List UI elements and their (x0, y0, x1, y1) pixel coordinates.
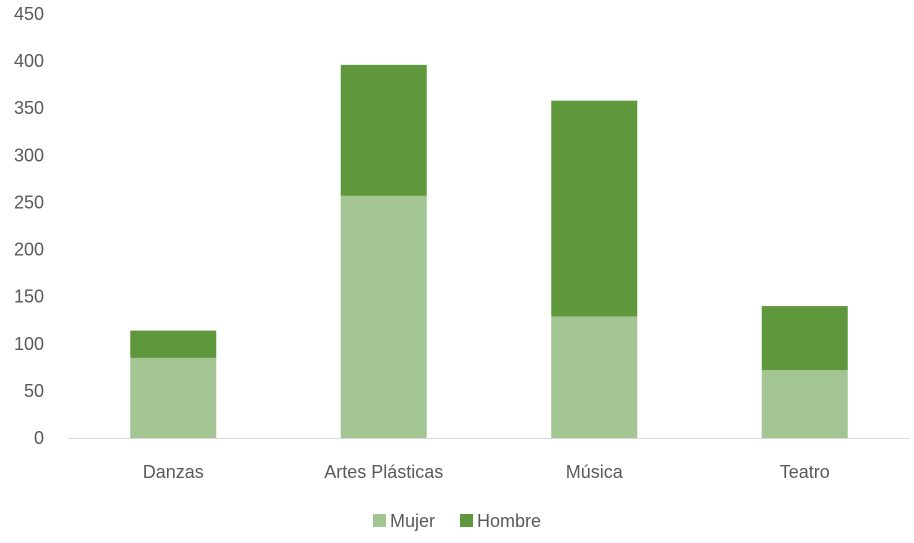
x-tick-label-artes-plasticas: Artes Plásticas (324, 462, 443, 482)
bar-teatro-mujer (761, 370, 848, 438)
bar-musica-hombre (551, 100, 638, 317)
bar-artes-plasticas-mujer (340, 195, 427, 438)
y-axis-tick-labels: 0 50 100 150 200 250 300 350 400 450 (14, 4, 44, 448)
y-tick-label-100: 100 (14, 334, 44, 354)
x-tick-label-musica: Música (566, 462, 624, 482)
bar-danzas-hombre (130, 330, 217, 358)
legend-label-mujer: Mujer (390, 511, 435, 531)
x-tick-label-danzas: Danzas (143, 462, 204, 482)
y-tick-label-50: 50 (24, 381, 44, 401)
y-tick-label-450: 450 (14, 4, 44, 24)
y-tick-label-200: 200 (14, 240, 44, 260)
bar-artes-plasticas-hombre (340, 64, 427, 196)
y-tick-label-350: 350 (14, 98, 44, 118)
bar-musica-mujer (551, 316, 638, 438)
bars-group (130, 64, 848, 438)
y-tick-label-150: 150 (14, 287, 44, 307)
y-tick-label-0: 0 (34, 428, 44, 448)
x-tick-label-teatro: Teatro (780, 462, 830, 482)
legend-label-hombre: Hombre (477, 511, 541, 531)
legend: Mujer Hombre (373, 511, 541, 531)
bar-danzas-mujer (130, 357, 217, 438)
legend-swatch-hombre (460, 514, 473, 527)
legend-swatch-mujer (373, 514, 386, 527)
y-tick-label-300: 300 (14, 145, 44, 165)
y-tick-label-250: 250 (14, 192, 44, 212)
bar-teatro-hombre (761, 306, 848, 371)
x-axis-tick-labels: Danzas Artes Plásticas Música Teatro (143, 462, 830, 482)
y-tick-label-400: 400 (14, 51, 44, 71)
